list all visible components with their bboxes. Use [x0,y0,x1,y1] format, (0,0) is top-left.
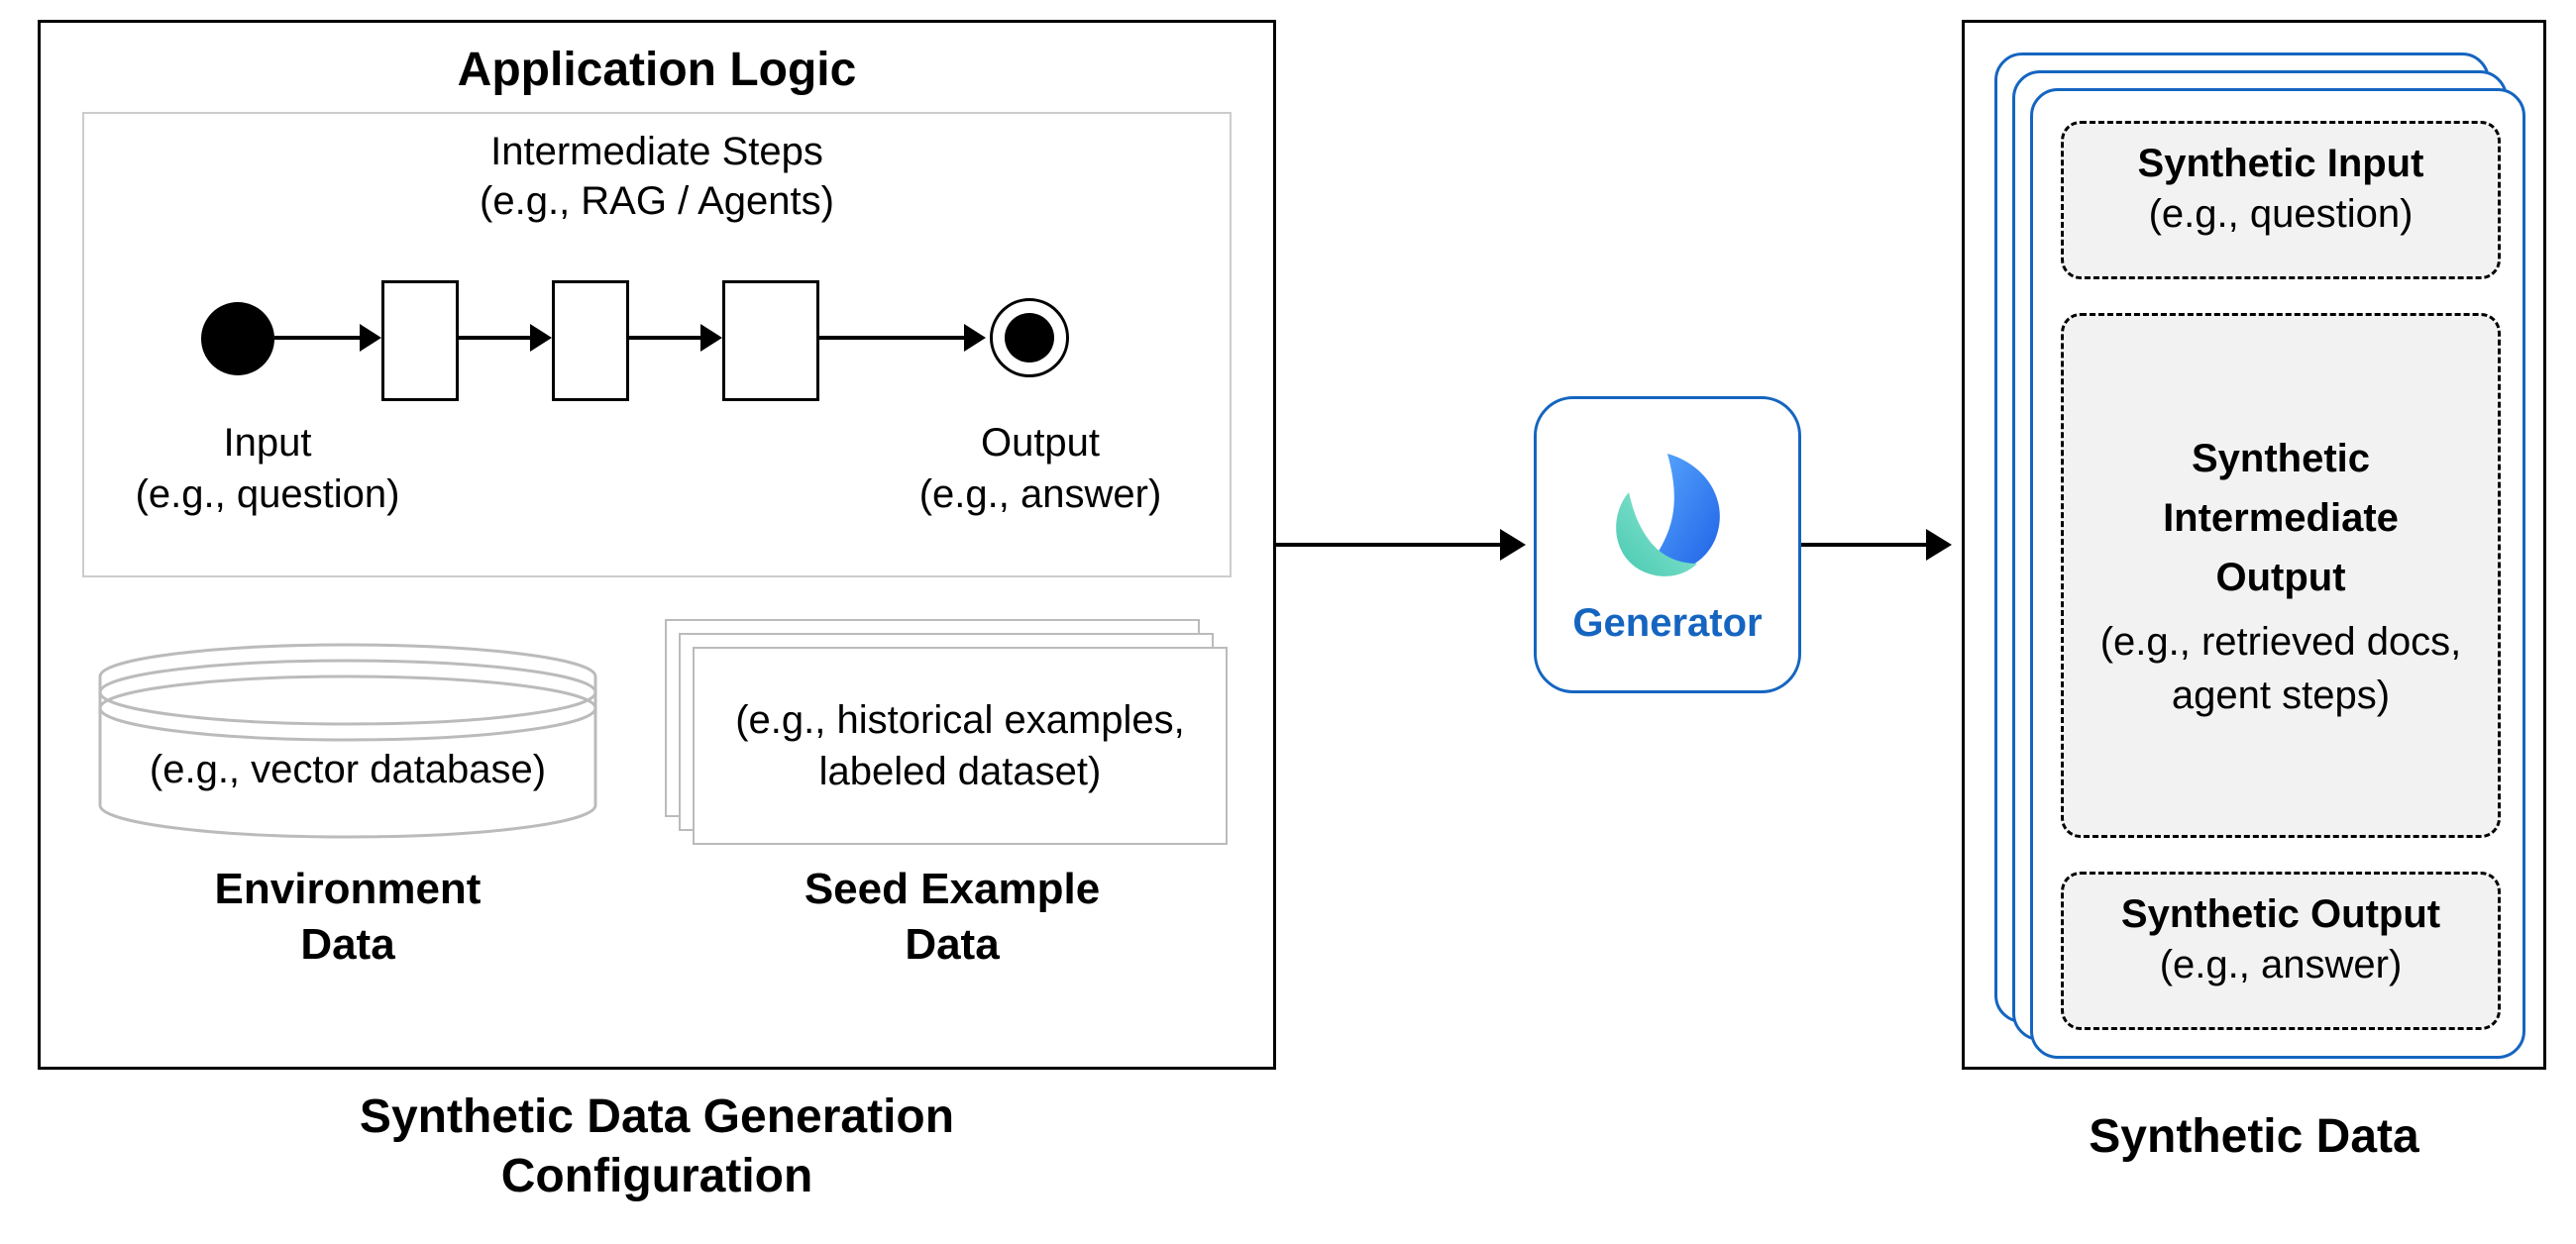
synthetic-input-sub: (e.g., question) [2076,192,2486,237]
flow-arrowhead-1 [360,324,381,352]
cylinder-icon [90,637,605,845]
flow-arrowhead-4 [964,324,986,352]
diagram-root: Application Logic Intermediate Steps (e.… [0,0,2576,1244]
flow-end-target-inner [1005,313,1054,363]
flow-arrow-2 [459,336,534,340]
env-sub: (e.g., vector database) [90,748,605,792]
env-cylinder: (e.g., vector database) [90,637,605,845]
arrowhead-config-to-gen [1500,529,1526,561]
synthetic-output-title: Synthetic Output [2076,892,2486,937]
synthetic-intermediate-l3: Output [2076,548,2486,607]
synthetic-data-title: Synthetic Data [1962,1109,2546,1164]
flow-arrow-1 [274,336,364,340]
flow-arrowhead-3 [700,324,722,352]
synthetic-intermediate-l2: Intermediate [2076,488,2486,548]
flow-output-label: Output [877,421,1204,466]
seed-title-l1: Seed Example [665,865,1239,914]
synthetic-intermediate-sub: (e.g., retrieved docs, agent steps) [2076,615,2486,722]
seed-sheet-1: (e.g., historical examples, labeled data… [693,647,1228,845]
flow-arrow-3 [629,336,704,340]
config-panel: Application Logic Intermediate Steps (e.… [38,20,1276,1070]
generator-label: Generator [1572,601,1762,646]
flow-arrowhead-2 [530,324,552,352]
flow-input-label: Input [104,421,431,466]
arrowhead-gen-to-output [1926,529,1952,561]
arrow-config-to-gen [1276,543,1504,547]
env-title-l1: Environment [90,865,605,914]
app-logic-title: Application Logic [41,43,1273,97]
env-title-l2: Data [90,920,605,970]
flow-arrow-4 [819,336,968,340]
app-logic-panel: Intermediate Steps (e.g., RAG / Agents) … [82,112,1232,577]
generator-logo-icon [1593,445,1742,593]
synthetic-input-card: Synthetic Input (e.g., question) [2061,121,2501,279]
flow-output-sub: (e.g., answer) [877,472,1204,517]
intermediate-sub: (e.g., RAG / Agents) [84,179,1230,224]
arrow-gen-to-output [1801,543,1930,547]
flow-rect-2 [552,280,629,401]
config-panel-title-l1: Synthetic Data Generation [38,1089,1276,1144]
intermediate-title: Intermediate Steps [84,130,1230,174]
seed-sub: (e.g., historical examples, labeled data… [714,694,1206,797]
synthetic-output-sub: (e.g., answer) [2076,943,2486,987]
synthetic-intermediate-card: Synthetic Intermediate Output (e.g., ret… [2061,313,2501,838]
flow-end-target [990,298,1069,377]
synthetic-card-front: Synthetic Input (e.g., question) Synthet… [2030,88,2525,1059]
flow-start-dot [201,302,274,375]
synthetic-output-card: Synthetic Output (e.g., answer) [2061,872,2501,1030]
synthetic-data-panel: Synthetic Input (e.g., question) Synthet… [1962,20,2546,1070]
seed-stack: (e.g., historical examples, labeled data… [665,619,1230,847]
config-panel-title-l2: Configuration [38,1149,1276,1203]
synthetic-intermediate-l1: Synthetic [2076,429,2486,488]
seed-title-l2: Data [665,920,1239,970]
flow-input-sub: (e.g., question) [104,472,431,517]
generator-box: Generator [1534,396,1801,693]
flow-rect-1 [381,280,459,401]
synthetic-input-title: Synthetic Input [2076,142,2486,186]
flow-rect-3 [722,280,819,401]
